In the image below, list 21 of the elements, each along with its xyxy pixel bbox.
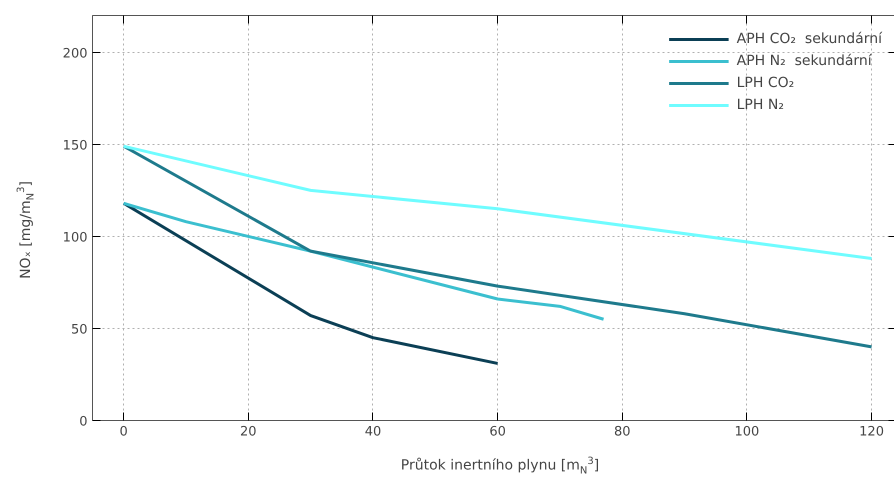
x-axis-title: Průtok inertního plynu [m$_{N}$$^{3}$] — [400, 455, 600, 478]
y-tick-label: 0 — [79, 414, 88, 430]
y-tick-label: 100 — [62, 230, 88, 246]
x-tick-label: 0 — [120, 424, 128, 440]
y-tick-label: 200 — [62, 46, 88, 62]
line-series — [122, 144, 874, 348]
line-series — [122, 144, 874, 260]
legend-label: APH N₂ sekundární — [736, 53, 872, 69]
line-series — [122, 202, 606, 321]
legend-label: LPH CO₂ — [736, 75, 794, 91]
x-tick-label: 20 — [240, 424, 257, 440]
x-tick-label: 60 — [489, 424, 506, 440]
legend-label: APH CO₂ sekundární — [736, 31, 882, 47]
y-tick-label: 150 — [62, 138, 88, 154]
legend-label: LPH N₂ — [736, 97, 784, 113]
line-series — [122, 202, 500, 365]
x-tick-label: 100 — [734, 424, 760, 440]
x-tick-label: 120 — [859, 424, 884, 440]
x-tick-label: 40 — [364, 424, 382, 440]
x-tick-label: 80 — [614, 424, 631, 440]
y-tick-label: 50 — [70, 322, 88, 338]
